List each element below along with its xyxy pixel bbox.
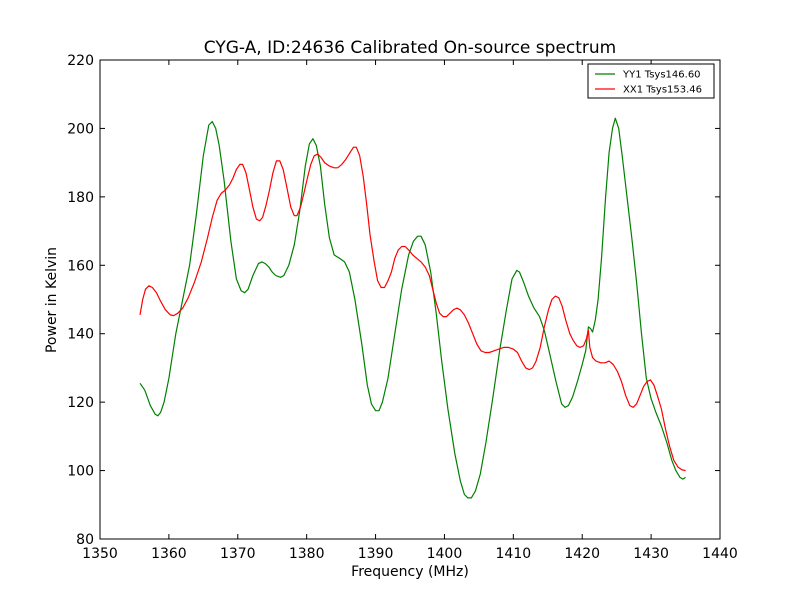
x-tick-label: 1440 bbox=[702, 546, 738, 562]
series-line-0 bbox=[139, 117, 686, 499]
x-tick-label: 1370 bbox=[220, 546, 256, 562]
y-tick-label: 220 bbox=[67, 53, 94, 69]
legend-label-xx1: XX1 Tsys153.46 bbox=[623, 85, 702, 96]
series-layer bbox=[139, 117, 686, 499]
y-tick-label: 80 bbox=[76, 532, 94, 548]
x-axis-ticks: 1350 1360 1370 1380 1390 1400 1410 1420 1430 1440 bbox=[82, 60, 738, 562]
x-tick-label: 1360 bbox=[151, 546, 187, 562]
x-tick-label: 1390 bbox=[358, 546, 394, 562]
x-tick-label: 1380 bbox=[289, 546, 325, 562]
x-tick-label: 1410 bbox=[496, 546, 532, 562]
y-tick-label: 140 bbox=[67, 327, 94, 343]
y-tick-label: 100 bbox=[67, 464, 94, 480]
y-axis-title: Power in Kelvin bbox=[44, 247, 60, 353]
y-tick-label: 120 bbox=[67, 395, 94, 411]
plot-area-frame bbox=[99, 59, 721, 540]
y-axis-ticks: 80 100 120 140 160 180 200 220 bbox=[67, 53, 720, 548]
series-line-1 bbox=[139, 146, 686, 472]
x-tick-label: 1350 bbox=[82, 546, 118, 562]
x-tick-label: 1400 bbox=[427, 546, 463, 562]
x-tick-label: 1420 bbox=[564, 546, 600, 562]
y-tick-label: 200 bbox=[67, 121, 94, 137]
x-axis-title: Frequency (MHz) bbox=[351, 564, 469, 580]
y-tick-label: 160 bbox=[67, 258, 94, 274]
legend: YY1 Tsys146.60 XX1 Tsys153.46 bbox=[587, 63, 715, 99]
y-tick-label: 180 bbox=[67, 190, 94, 206]
legend-box bbox=[587, 63, 715, 99]
legend-label-yy1: YY1 Tsys146.60 bbox=[622, 70, 701, 81]
x-tick-label: 1430 bbox=[633, 546, 669, 562]
chart-title: CYG-A, ID:24636 Calibrated On-source spe… bbox=[204, 38, 616, 58]
